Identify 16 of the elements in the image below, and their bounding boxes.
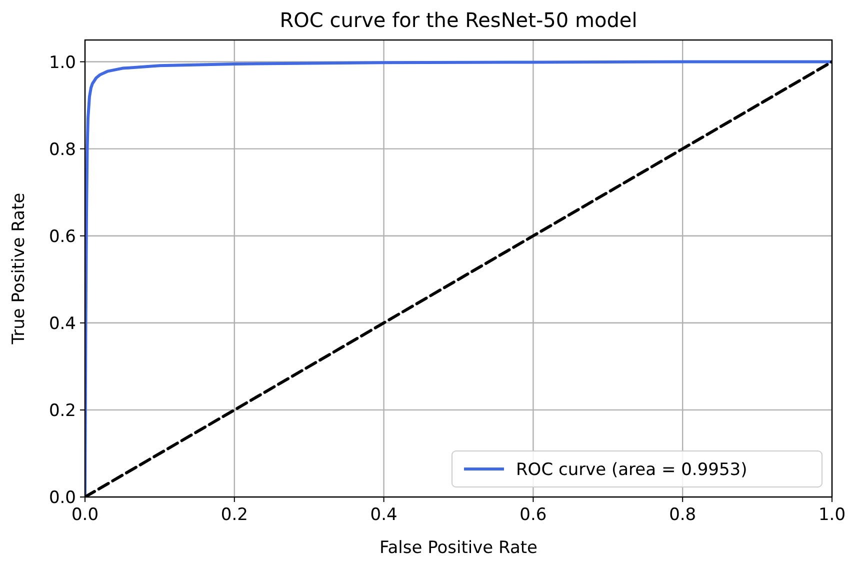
y-tick-label: 0.2 — [48, 400, 76, 421]
x-tick-label: 0.8 — [669, 505, 696, 525]
x-axis-title: False Positive Rate — [380, 538, 538, 558]
chart-title: ROC curve for the ResNet-50 model — [280, 8, 638, 32]
x-tick-label: 0.2 — [220, 505, 248, 525]
y-tick-label: 0.0 — [48, 488, 76, 508]
y-tick-label: 0.6 — [48, 226, 76, 247]
legend-label: ROC curve (area = 0.9953) — [516, 460, 748, 480]
y-tick-label: 0.8 — [48, 140, 76, 160]
x-tick-label: 0.0 — [71, 505, 99, 525]
x-tick-label: 0.6 — [520, 505, 547, 525]
x-tick-label: 0.4 — [370, 505, 398, 525]
x-tick-label: 1.0 — [818, 505, 846, 525]
y-axis-title: True Positive Rate — [9, 192, 29, 346]
y-tick-label: 1.0 — [48, 52, 76, 73]
y-tick-label: 0.4 — [48, 314, 76, 334]
